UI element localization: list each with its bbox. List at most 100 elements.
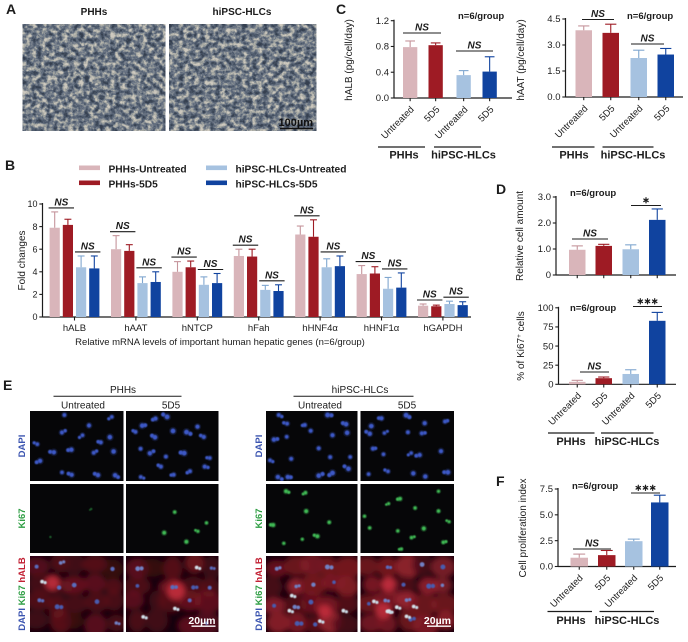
svg-text:hiPSC-HLCs: hiPSC-HLCs — [601, 150, 666, 162]
svg-text:NS: NS — [468, 41, 482, 52]
svg-text:NS: NS — [142, 257, 156, 268]
svg-text:0.4: 0.4 — [376, 67, 389, 78]
svg-text:C: C — [336, 1, 346, 17]
svg-text:B: B — [5, 157, 15, 173]
svg-text:hALB: hALB — [63, 323, 86, 334]
svg-text:n=6/group: n=6/group — [572, 481, 618, 492]
svg-text:NS: NS — [585, 539, 599, 550]
svg-text:100µm: 100µm — [279, 117, 314, 129]
svg-text:Ki67: Ki67 — [254, 508, 265, 528]
svg-text:5.0: 5.0 — [540, 510, 553, 521]
svg-text:PHHs-5D5: PHHs-5D5 — [109, 180, 159, 191]
svg-text:NS: NS — [265, 270, 279, 281]
svg-text:n=6/group: n=6/group — [570, 188, 616, 199]
svg-text:1.0: 1.0 — [538, 244, 551, 255]
svg-text:2.5: 2.5 — [540, 536, 553, 547]
svg-text:hFah: hFah — [248, 323, 270, 334]
svg-text:Relative mRNA levels of import: Relative mRNA levels of important human … — [75, 337, 365, 348]
svg-text:hiPSC-HLCs: hiPSC-HLCs — [332, 385, 389, 396]
svg-text:8: 8 — [32, 222, 37, 232]
svg-text:DAPI: DAPI — [17, 435, 28, 458]
svg-text:PHHs: PHHs — [389, 150, 418, 162]
svg-text:hHNF1α: hHNF1α — [364, 323, 400, 334]
svg-text:2: 2 — [32, 290, 37, 300]
svg-text:0: 0 — [32, 312, 37, 322]
svg-text:NS: NS — [588, 362, 602, 373]
svg-text:DAPI: DAPI — [254, 435, 265, 458]
svg-text:hHNF4α: hHNF4α — [302, 323, 338, 334]
svg-text:PHHs: PHHs — [110, 385, 136, 396]
svg-text:n=6/group: n=6/group — [627, 11, 673, 22]
svg-text:DAPI Ki67 hALB: DAPI Ki67 hALB — [17, 557, 28, 631]
svg-text:3.0: 3.0 — [547, 40, 560, 51]
svg-text:10: 10 — [27, 199, 37, 209]
svg-text:NS: NS — [326, 241, 340, 252]
svg-text:Cell proliferation index: Cell proliferation index — [518, 479, 529, 578]
svg-text:NS: NS — [641, 34, 655, 45]
svg-text:20µm: 20µm — [188, 615, 215, 627]
svg-text:D: D — [496, 181, 506, 197]
svg-text:PHHs: PHHs — [556, 615, 585, 627]
svg-text:0: 0 — [546, 270, 551, 281]
svg-text:NS: NS — [81, 241, 95, 252]
svg-text:0.0: 0.0 — [376, 93, 389, 104]
svg-text:NS: NS — [415, 23, 429, 34]
svg-text:NS: NS — [423, 290, 437, 301]
svg-text:E: E — [3, 377, 12, 393]
svg-text:hiPSC-HLCs: hiPSC-HLCs — [595, 436, 660, 448]
svg-text:Untreated: Untreated — [298, 401, 342, 412]
svg-text:0.8: 0.8 — [376, 42, 389, 53]
svg-text:hALB (pg/cell/day): hALB (pg/cell/day) — [344, 19, 355, 101]
svg-text:75: 75 — [543, 322, 554, 333]
svg-text:Untreated: Untreated — [61, 401, 105, 412]
svg-text:NS: NS — [449, 287, 463, 298]
svg-text:4.5: 4.5 — [547, 14, 560, 25]
svg-text:% of Ki67+ cells: % of Ki67+ cells — [516, 311, 527, 380]
svg-text:hNTCP: hNTCP — [182, 323, 213, 334]
svg-text:1.5: 1.5 — [547, 66, 560, 77]
svg-text:3.0: 3.0 — [538, 192, 551, 203]
svg-text:NS: NS — [116, 221, 130, 232]
svg-text:NS: NS — [239, 235, 253, 246]
svg-text:hiPSC-HLCs-Untreated: hiPSC-HLCs-Untreated — [236, 165, 347, 176]
svg-text:Ki67: Ki67 — [17, 508, 28, 528]
svg-text:0: 0 — [548, 380, 553, 391]
svg-text:hiPSC-HLCs-5D5: hiPSC-HLCs-5D5 — [236, 180, 318, 191]
svg-text:100: 100 — [538, 303, 554, 314]
svg-text:NS: NS — [583, 229, 597, 240]
svg-text:Fold changes: Fold changes — [17, 230, 28, 290]
svg-text:NS: NS — [204, 259, 218, 270]
svg-text:n=6/group: n=6/group — [458, 11, 504, 22]
svg-text:hAAT: hAAT — [124, 323, 147, 334]
svg-text:1.2: 1.2 — [376, 16, 389, 27]
svg-text:20µm: 20µm — [424, 615, 451, 627]
svg-text:7.5: 7.5 — [540, 484, 553, 495]
svg-text:hiPSC-HLCs: hiPSC-HLCs — [595, 615, 660, 627]
svg-text:NS: NS — [300, 205, 314, 216]
svg-text:A: A — [6, 1, 16, 17]
svg-text:6: 6 — [32, 244, 37, 254]
svg-text:PHHs: PHHs — [559, 150, 588, 162]
svg-text:hiPSC-HLCs: hiPSC-HLCs — [213, 7, 272, 18]
svg-text:0.0: 0.0 — [540, 562, 553, 573]
svg-text:50: 50 — [543, 341, 554, 352]
svg-text:5D5: 5D5 — [162, 401, 181, 412]
svg-text:F: F — [496, 473, 505, 489]
svg-text:NS: NS — [591, 9, 605, 20]
svg-text:DAPI Ki67 hALB: DAPI Ki67 hALB — [254, 557, 265, 631]
svg-text:hAAT (pg/cell/day): hAAT (pg/cell/day) — [516, 19, 527, 100]
svg-text:NS: NS — [54, 197, 68, 208]
svg-text:NS: NS — [177, 247, 191, 258]
svg-text:Relative cell amount: Relative cell amount — [515, 191, 526, 281]
svg-text:4: 4 — [32, 267, 37, 277]
svg-text:PHHs: PHHs — [556, 436, 585, 448]
svg-text:5D5: 5D5 — [398, 401, 417, 412]
svg-text:hiPSC-HLCs: hiPSC-HLCs — [431, 150, 496, 162]
svg-text:2.0: 2.0 — [538, 218, 551, 229]
svg-text:n=6/group: n=6/group — [570, 303, 616, 314]
svg-text:hGAPDH: hGAPDH — [423, 323, 462, 334]
svg-text:25: 25 — [543, 360, 554, 371]
svg-text:0.0: 0.0 — [547, 92, 560, 103]
svg-text:NS: NS — [361, 251, 375, 262]
svg-text:PHHs: PHHs — [81, 7, 108, 18]
